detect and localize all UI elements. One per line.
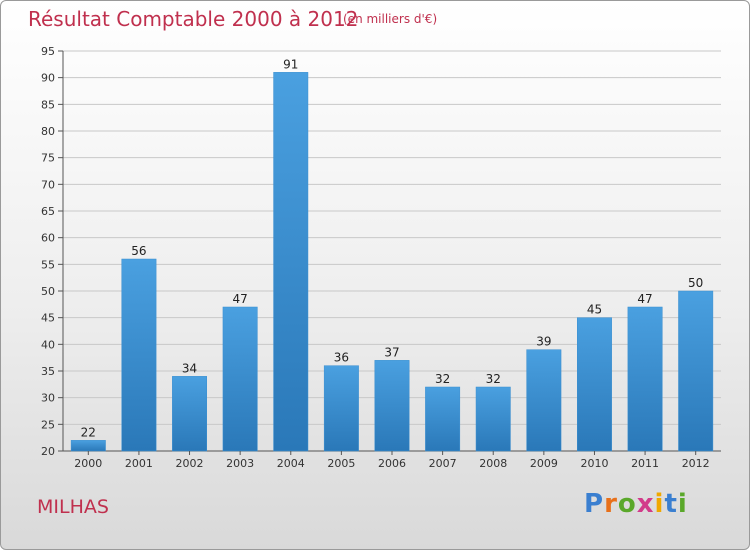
x-tick-label: 2008 — [479, 457, 507, 470]
y-tick-labels: 20 25 30 35 40 45 50 55 60 65 70 75 80 85 90 95 — [41, 45, 55, 458]
logo-letter: t — [664, 489, 678, 519]
logo-letter: i — [654, 489, 665, 519]
bar — [70, 440, 106, 452]
bar — [121, 258, 157, 452]
y-tick-label: 45 — [41, 312, 55, 325]
bar — [627, 306, 663, 452]
bar — [172, 376, 207, 452]
y-tick-label: 95 — [41, 45, 55, 58]
data-label: 37 — [384, 345, 399, 359]
x-tick-label: 2003 — [226, 457, 254, 470]
bar — [425, 386, 461, 452]
y-tick-label: 25 — [41, 418, 55, 431]
logo-letter: P — [584, 489, 605, 519]
y-tick-label: 90 — [41, 72, 55, 85]
x-tick-label: 2000 — [74, 457, 102, 470]
y-tick-label: 70 — [41, 178, 55, 191]
data-label: 47 — [233, 292, 248, 306]
data-label: 50 — [688, 276, 703, 290]
data-label: 91 — [283, 57, 298, 71]
data-label: 32 — [486, 372, 501, 386]
y-tick-label: 75 — [41, 152, 55, 165]
place-name: MILHAS — [37, 496, 109, 518]
x-tick-label: 2010 — [580, 457, 608, 470]
logo-letter: o — [617, 489, 637, 519]
x-tick-label: 2011 — [631, 457, 659, 470]
x-tick-label: 2002 — [176, 457, 204, 470]
x-tick-label: 2005 — [327, 457, 355, 470]
data-label: 22 — [81, 425, 96, 439]
proxiti-logo: Proxiti — [584, 489, 688, 519]
chart-title: Résultat Comptable 2000 à 2012 — [28, 7, 359, 31]
data-label: 56 — [131, 244, 146, 258]
logo-letter: x — [636, 489, 655, 519]
logo-letter: i — [677, 489, 688, 519]
data-labels: 22 56 34 47 91 36 37 32 32 39 45 47 50 — [81, 57, 704, 439]
y-tick-label: 50 — [41, 285, 55, 298]
y-tick-label: 55 — [41, 258, 55, 271]
bar — [323, 365, 359, 452]
x-tick-label: 2009 — [530, 457, 558, 470]
y-tick-label: 80 — [41, 125, 55, 138]
data-label: 39 — [536, 335, 551, 349]
data-label: 45 — [587, 303, 602, 317]
logo-letter: r — [604, 489, 618, 519]
data-label: 32 — [435, 372, 450, 386]
data-label: 34 — [182, 361, 197, 375]
y-tick-label: 35 — [41, 365, 55, 378]
bar — [526, 349, 562, 452]
x-tick-labels: 2000 2001 2002 2003 2004 2005 2006 2007 2008 2009… — [74, 451, 710, 470]
x-tick-label: 2006 — [378, 457, 406, 470]
x-tick-label: 2004 — [277, 457, 305, 470]
bars — [70, 72, 714, 452]
y-tick-label: 30 — [41, 392, 55, 405]
y-tick-label: 20 — [41, 445, 55, 458]
y-tick-label: 65 — [41, 205, 55, 218]
y-tick-label: 40 — [41, 338, 55, 351]
bar — [475, 386, 511, 452]
x-tick-label: 2012 — [682, 457, 710, 470]
bar — [374, 360, 410, 452]
chart-subtitle: (en milliers d'€) — [343, 12, 438, 26]
data-label: 36 — [334, 351, 349, 365]
bar — [678, 290, 714, 452]
x-tick-label: 2007 — [429, 457, 457, 470]
data-label: 47 — [637, 292, 652, 306]
y-tick-label: 60 — [41, 232, 55, 245]
bar — [273, 72, 309, 452]
bar — [577, 317, 612, 452]
bar — [222, 306, 258, 452]
y-tick-label: 85 — [41, 98, 55, 111]
x-tick-label: 2001 — [125, 457, 153, 470]
